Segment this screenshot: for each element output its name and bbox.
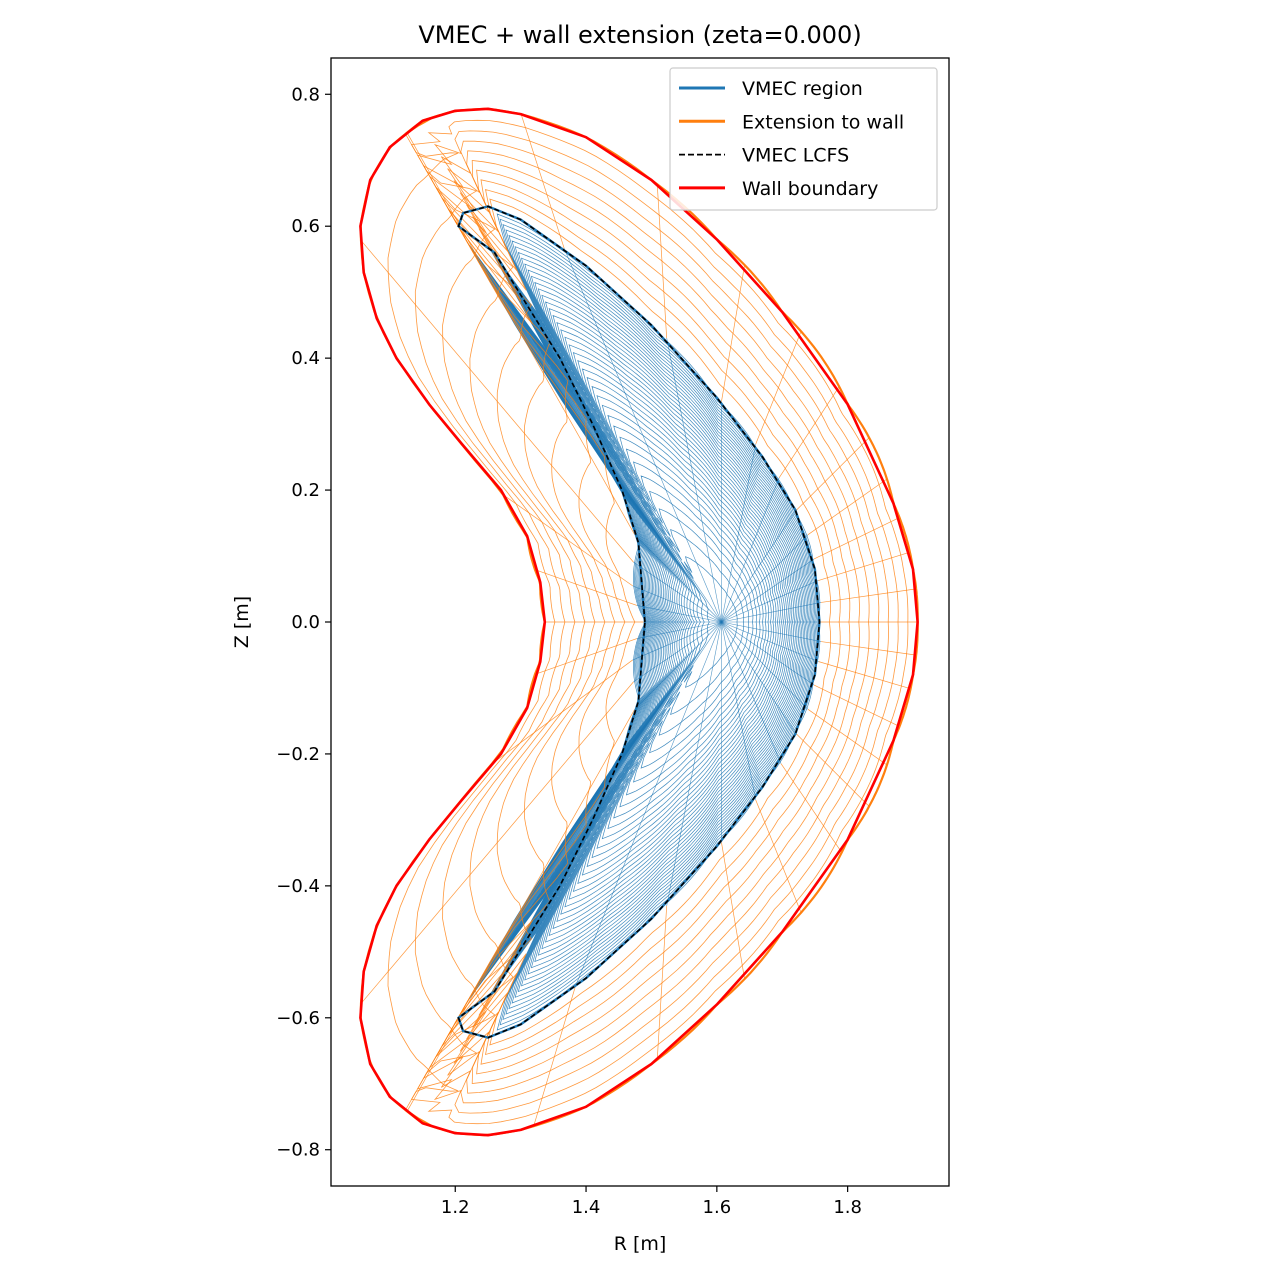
extension-radial-line — [795, 733, 870, 807]
chart-title: VMEC + wall extension (zeta=0.000) — [418, 21, 861, 49]
legend: VMEC region Extension to wall VMEC LCFS Wal… — [669, 67, 938, 211]
vmec-radial-line — [466, 621, 722, 1004]
x-axis: 1.2 1.4 1.6 1.8 — [441, 1186, 862, 1218]
vmec-radial-line — [721, 621, 797, 734]
legend-label: Wall boundary — [742, 178, 878, 200]
vmec-radial-line — [721, 621, 822, 642]
vmec-radial-line — [721, 602, 822, 623]
vmec-radial-line — [632, 585, 722, 623]
vmec-radial-line — [721, 580, 819, 623]
vmec-radial-line — [721, 621, 756, 800]
vmec-radial-line — [574, 621, 722, 988]
legend-label: VMEC region — [742, 78, 863, 100]
vmec-radial-line — [563, 248, 722, 623]
curve-layer — [359, 107, 919, 1137]
x-axis-label: R [m] — [614, 1233, 667, 1255]
extension-radial-line — [360, 681, 634, 1004]
x-tick-label: 1.4 — [572, 1197, 601, 1218]
y-tick-label: −0.2 — [276, 744, 320, 765]
vmec-radial-line — [721, 621, 782, 764]
y-axis: −0.8 −0.6 −0.4 −0.2 0.0 0.2 0.4 0.6 0.8 — [276, 84, 331, 1161]
legend-label: Extension to wall — [742, 111, 904, 133]
mesh-layer — [360, 114, 918, 1127]
extension-radial-line — [821, 588, 917, 603]
extension-radial-line — [818, 661, 911, 690]
vmec-radial-line — [466, 240, 722, 623]
extension-radial-line — [780, 763, 843, 853]
vmec-radial-line — [666, 621, 722, 907]
extension-radial-line — [502, 494, 633, 587]
x-tick-label: 1.8 — [833, 1197, 862, 1218]
y-tick-label: −0.8 — [276, 1140, 320, 1161]
vmec-radial-line — [666, 337, 722, 623]
vmec-radial-line — [634, 534, 722, 623]
extension-radial-line — [656, 906, 668, 1060]
extension-radial-line — [755, 799, 802, 913]
vmec-radial-line — [636, 621, 722, 639]
extension-radial-line — [491, 659, 633, 764]
vmec-radial-line — [721, 534, 809, 623]
vmec-radial-line — [633, 621, 722, 683]
y-tick-label: 0.6 — [291, 216, 320, 237]
vmec-radial-line — [721, 444, 756, 623]
extension-radial-line — [807, 478, 888, 535]
legend-box — [669, 67, 938, 211]
extension-radial-line — [813, 517, 900, 560]
vmec-radial-line — [634, 621, 722, 710]
extension-radial-line — [721, 842, 745, 980]
extension-radial-line — [405, 1003, 467, 1111]
extension-radial-line — [755, 331, 802, 445]
extension-radial-line — [778, 386, 840, 478]
y-tick-label: 0.4 — [291, 348, 320, 369]
y-tick-label: 0.8 — [291, 84, 320, 105]
vmec-lcfs-line — [457, 205, 821, 1039]
y-axis-label: Z [m] — [231, 596, 253, 648]
extension-radial-line — [405, 133, 467, 241]
vmec-radial-line — [721, 477, 780, 623]
extension-radial-line — [813, 684, 900, 727]
vmec-radial-line — [632, 621, 722, 661]
vmec-radial-line — [721, 558, 815, 623]
vmec-radial-line — [636, 605, 722, 623]
y-tick-label: 0.0 — [291, 612, 320, 633]
x-tick-label: 1.2 — [441, 1197, 470, 1218]
vmec-radial-line — [721, 621, 819, 662]
extension-radial-line — [721, 264, 745, 402]
extension-radial-line — [406, 709, 635, 1112]
vmec-radial-line — [633, 561, 722, 623]
extension-radial-line — [406, 132, 635, 535]
extension-radial-line — [360, 240, 634, 563]
x-tick-label: 1.6 — [703, 1197, 732, 1218]
y-tick-label: −0.6 — [276, 1008, 320, 1029]
vmec-radial-line — [721, 621, 809, 710]
extension-radial-line — [533, 987, 576, 1127]
extension-radial-line — [656, 184, 668, 338]
y-tick-label: 0.2 — [291, 480, 320, 501]
y-tick-label: −0.4 — [276, 876, 320, 897]
vmec-radial-line — [721, 621, 815, 686]
wall-boundary-line — [359, 107, 919, 1137]
extension-radial-line — [807, 709, 888, 766]
extension-radial-line — [534, 569, 638, 606]
vmec-radial-line — [721, 510, 797, 623]
plot-area — [330, 57, 950, 1187]
legend-label: VMEC LCFS — [742, 145, 849, 167]
extension-radial-line — [534, 638, 638, 675]
extension-radial-line — [795, 437, 870, 511]
extension-radial-line — [818, 551, 911, 581]
extension-radial-line — [821, 641, 917, 656]
extension-radial-line — [520, 114, 565, 249]
